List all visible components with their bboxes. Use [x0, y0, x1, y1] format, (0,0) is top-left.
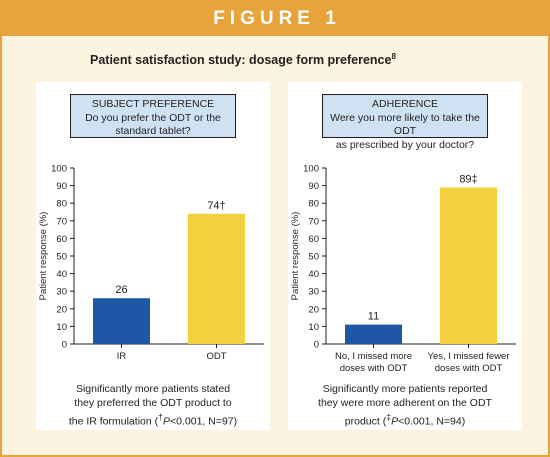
- bar: [188, 213, 245, 344]
- note-stat: <0.001, N=94): [398, 415, 466, 428]
- question-line-2: standard tablet?: [115, 125, 191, 137]
- box-title: ADHERENCE: [372, 98, 438, 110]
- note-line-3-text: product (: [344, 415, 387, 428]
- bar: [345, 324, 402, 344]
- bar: [440, 187, 497, 344]
- data-label: 11: [368, 311, 379, 323]
- y-tick-label: 70: [56, 216, 67, 227]
- figure-header: FIGURE 1: [2, 2, 550, 36]
- y-tick-label: 10: [56, 322, 67, 333]
- x-tick-label: doses with ODT: [435, 363, 503, 374]
- y-axis-label: Patient response (%): [290, 212, 301, 301]
- note-line-2: they preferred the ODT product to: [74, 397, 232, 409]
- note-p: P: [163, 415, 171, 428]
- question-box-preference: SUBJECT PREFERENCE Do you prefer the ODT…: [70, 94, 236, 138]
- x-tick-label: doses with ODT: [340, 363, 408, 374]
- y-tick-label: 40: [56, 269, 67, 280]
- y-axis-label: Patient response (%): [38, 212, 49, 301]
- note-line-3: product (‡P<0.001, N=94): [292, 410, 518, 429]
- note-mark: †: [158, 412, 163, 422]
- y-tick-label: 0: [62, 340, 67, 351]
- chart-note-preference: Significantly more patients stated they …: [40, 382, 266, 429]
- question-box-adherence: ADHERENCE Were you more likely to take t…: [322, 94, 488, 151]
- study-title-text: Patient satisfaction study: dosage form …: [90, 53, 392, 68]
- bar-chart-preference: Patient response (%) 0 10 20 30 40 50 60 70 80 90 1…: [38, 164, 264, 362]
- y-tick-label: 60: [56, 234, 67, 245]
- y-tick-label: 0: [314, 340, 319, 351]
- chart-panel-adherence: ADHERENCE Were you more likely to take t…: [288, 82, 522, 430]
- y-tick-label: 30: [56, 287, 67, 298]
- y-tick-label: 30: [308, 287, 319, 298]
- note-line-1: Significantly more patients reported: [322, 383, 488, 395]
- x-tick-label: ODT: [206, 351, 226, 362]
- y-tick-label: 50: [308, 252, 319, 263]
- y-tick-label: 90: [308, 181, 319, 192]
- y-tick-label: 20: [308, 304, 319, 315]
- y-tick-label: 50: [56, 252, 67, 263]
- y-tick-label: 10: [308, 322, 319, 333]
- y-tick-label: 60: [308, 234, 319, 245]
- chart-note-adherence: Significantly more patients reported the…: [292, 382, 518, 429]
- study-title: Patient satisfaction study: dosage form …: [90, 52, 396, 67]
- chart-panel-preference: SUBJECT PREFERENCE Do you prefer the ODT…: [36, 82, 270, 430]
- data-label: 74†: [207, 200, 225, 212]
- box-title: SUBJECT PREFERENCE: [91, 98, 215, 110]
- data-label: 26: [115, 284, 127, 296]
- y-tick-label: 40: [308, 269, 319, 280]
- y-tick-label: 70: [308, 216, 319, 227]
- x-tick-label: No, I missed more: [335, 351, 412, 362]
- note-p: P: [391, 415, 399, 428]
- data-label: 89‡: [459, 173, 477, 185]
- question-line-1: Were you more likely to take the ODT: [330, 111, 480, 138]
- note-line-3: the IR formulation (†P<0.001, N=97): [40, 410, 266, 429]
- y-tick-label: 90: [56, 181, 67, 192]
- x-tick-label: Yes, I missed fewer: [427, 351, 509, 362]
- y-tick-label: 100: [51, 164, 67, 175]
- figure-title: FIGURE 1: [213, 8, 341, 29]
- y-tick-label: 80: [56, 199, 67, 210]
- note-line-2: they were more adherent on the ODT: [318, 397, 492, 409]
- note-mark: ‡: [386, 412, 392, 422]
- note-line-1: Significantly more patients stated: [75, 383, 231, 395]
- y-tick-label: 20: [56, 304, 67, 315]
- y-tick-label: 100: [303, 164, 319, 175]
- bar-chart-adherence: Patient response (%) 0 10 20 30 40 50 60 70 80 90 1…: [290, 164, 516, 374]
- x-tick-label: IR: [117, 351, 127, 362]
- study-title-ref: 8: [391, 52, 396, 61]
- question-line-2: as prescribed by your doctor?: [335, 138, 475, 151]
- note-line-3-text: the IR formulation (: [68, 415, 159, 428]
- y-tick-label: 80: [308, 199, 319, 210]
- bar: [93, 298, 150, 344]
- question-line-1: Do you prefer the ODT or the: [85, 111, 221, 124]
- note-stat: <0.001, N=97): [170, 415, 238, 428]
